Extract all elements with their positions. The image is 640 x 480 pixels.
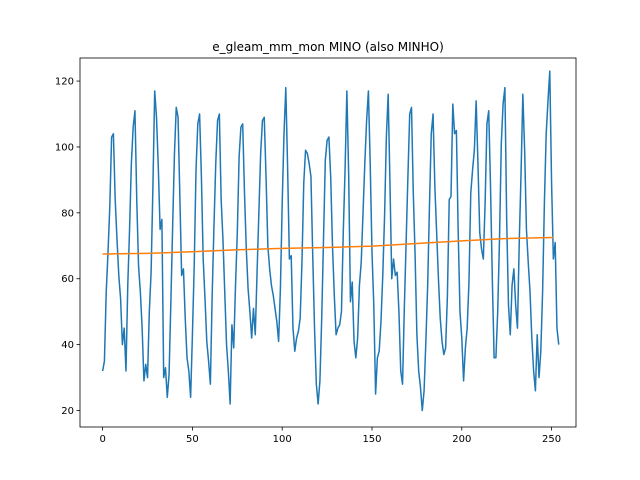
x-tick-label: 150 (362, 434, 381, 445)
x-tick-label: 0 (99, 434, 105, 445)
y-tick-label: 40 (61, 340, 74, 351)
y-tick-label: 20 (61, 406, 74, 417)
series-line-1 (101, 70, 560, 412)
x-tick-label: 250 (542, 434, 561, 445)
y-tick-label: 60 (61, 274, 74, 285)
y-tick-label: 100 (55, 142, 74, 153)
y-tick-label: 80 (61, 208, 74, 219)
x-tick-label: 100 (273, 434, 292, 445)
chart-title: e_gleam_mm_mon MINO (also MINHO) (212, 40, 444, 54)
plot-area: 0 50 100 150 200 250 20 40 60 80 100 120 (55, 57, 577, 445)
y-tick-label: 120 (55, 77, 74, 88)
x-tick-label: 200 (452, 434, 471, 445)
series-line-2 (102, 236, 554, 255)
axes-frame (79, 57, 577, 428)
x-tick-label: 50 (186, 434, 199, 445)
